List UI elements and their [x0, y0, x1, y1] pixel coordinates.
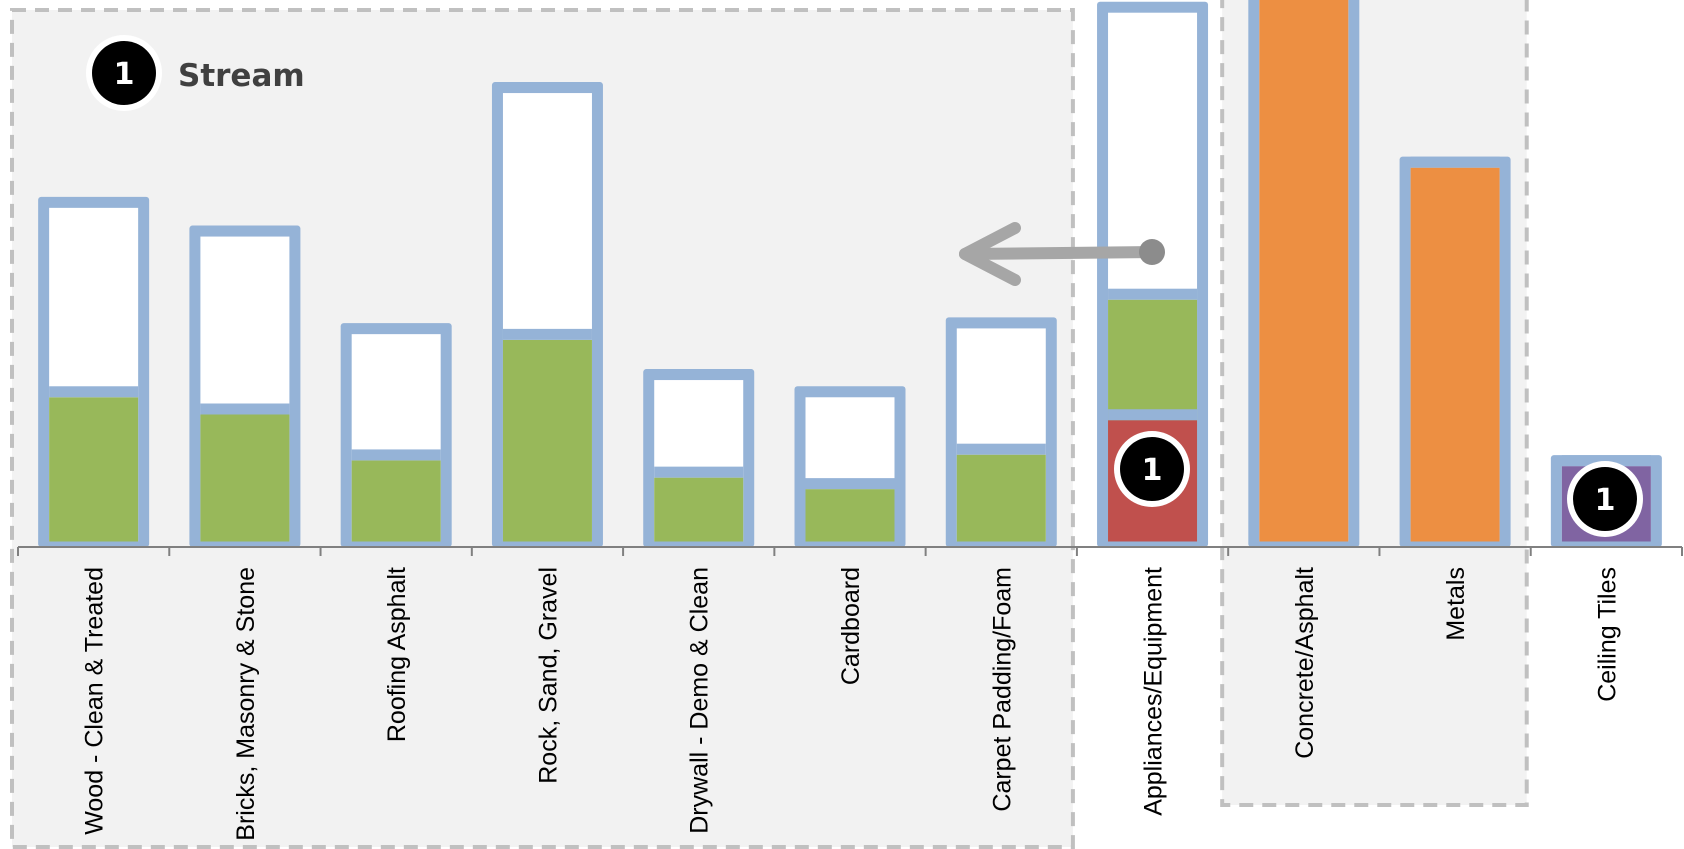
bar-divider [654, 466, 744, 478]
bar-group [643, 369, 755, 547]
bar-divider [956, 443, 1046, 455]
category-label: Carpet Padding/Foam [988, 567, 1016, 812]
bar-segment [805, 489, 895, 542]
bar-segment [1410, 167, 1500, 542]
bar-group [794, 386, 906, 547]
bar-segment [502, 339, 592, 542]
bar-segment [654, 477, 744, 542]
bar-group [945, 317, 1057, 547]
bar-divider [1108, 409, 1198, 421]
category-label: Metals [1442, 567, 1470, 641]
appliances-badge: 1 [1114, 431, 1190, 507]
ceiling-tiles-badge-number: 1 [1595, 483, 1616, 518]
bar-segment [1259, 0, 1349, 542]
category-label: Roofing Asphalt [383, 567, 411, 742]
category-label: Bricks, Masonry & Stone [232, 567, 260, 841]
bar-divider [1410, 156, 1500, 168]
bars-layer [38, 0, 1662, 548]
category-label: Appliances/Equipment [1140, 567, 1168, 816]
category-label: Ceiling Tiles [1593, 567, 1621, 702]
category-label: Concrete/Asphalt [1291, 567, 1319, 759]
bar-group [1399, 156, 1511, 547]
bar-group [189, 225, 301, 547]
bar-divider [1561, 455, 1651, 467]
category-label: Wood - Clean & Treated [81, 567, 109, 835]
bar-segment [49, 397, 139, 542]
category-label: Cardboard [837, 567, 865, 685]
stream-label: Stream [178, 58, 305, 94]
bar-group [1248, 0, 1360, 547]
annotations-layer: 1 Stream 1 1 [86, 35, 1643, 537]
category-label: Drywall - Demo & Clean [686, 567, 714, 834]
stream-badge-number: 1 [114, 57, 135, 92]
bar-divider [49, 386, 139, 398]
stream-badge: 1 [86, 35, 162, 111]
x-axis [17, 546, 1683, 556]
ceiling-tiles-badge: 1 [1567, 461, 1643, 537]
bar-divider [805, 478, 895, 490]
bar-segment [351, 460, 441, 542]
bar-divider [1108, 288, 1198, 300]
move-arrow [959, 222, 1165, 286]
bar-segment [200, 414, 290, 542]
bar-segment [956, 454, 1046, 542]
appliances-badge-number: 1 [1142, 453, 1163, 488]
bar-group [340, 323, 452, 547]
bar-group [38, 196, 150, 548]
category-label: Rock, Sand, Gravel [534, 567, 562, 784]
bar-divider [502, 328, 592, 340]
bar-group [491, 82, 603, 547]
bar-divider [351, 449, 441, 461]
category-labels: Wood - Clean & Treated Bricks, Masonry & … [81, 567, 1622, 841]
arrow-origin-dot [1139, 239, 1165, 265]
bar-divider [200, 403, 290, 415]
